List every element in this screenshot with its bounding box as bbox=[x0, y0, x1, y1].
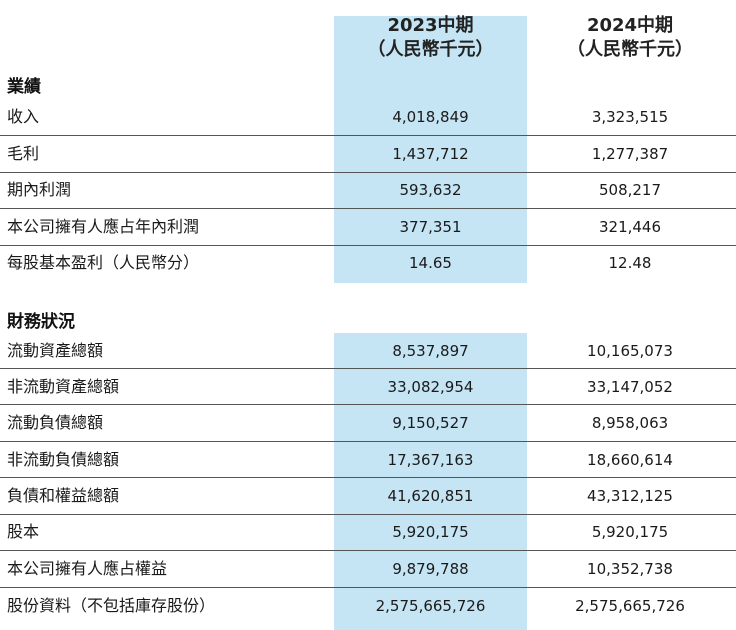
value-2023: 9,150,527 bbox=[392, 414, 469, 432]
value-2024: 8,958,063 bbox=[591, 414, 669, 432]
column-header-2024-period: 2024中期 bbox=[586, 15, 674, 36]
row-label: 流動負債總額 bbox=[7, 413, 104, 432]
row-divider bbox=[0, 477, 736, 478]
column-header-2024-unit: （人民幣千元） bbox=[567, 39, 693, 60]
value-2023: 593,632 bbox=[399, 181, 462, 199]
section-title-financial-position: 財務狀況 bbox=[7, 312, 75, 332]
value-2024: 12.48 bbox=[608, 254, 652, 272]
column-header-2023-period: 2023中期 bbox=[387, 15, 474, 36]
table-row: 收入 4,018,849 3,323,515 bbox=[0, 99, 736, 135]
row-label: 每股基本盈利（人民幣分） bbox=[7, 253, 200, 272]
value-2024: 18,660,614 bbox=[587, 451, 673, 469]
value-2024: 33,147,052 bbox=[587, 378, 673, 396]
value-2023: 8,537,897 bbox=[392, 342, 469, 360]
highlight-column-2023-performance bbox=[334, 16, 527, 283]
table-row: 本公司擁有人應占權益 9,879,788 10,352,738 bbox=[0, 551, 736, 587]
row-label: 負債和權益總額 bbox=[7, 486, 120, 505]
column-header-2023-unit: （人民幣千元） bbox=[367, 39, 494, 60]
value-2023: 14.65 bbox=[409, 254, 452, 272]
table-row: 期內利潤 593,632 508,217 bbox=[0, 172, 736, 208]
table-row: 股份資料（不包括庫存股份） 2,575,665,726 2,575,665,72… bbox=[0, 588, 736, 624]
value-2024: 5,920,175 bbox=[591, 523, 669, 541]
highlight-column-2023-financial bbox=[334, 333, 527, 630]
table-row: 流動負債總額 9,150,527 8,958,063 bbox=[0, 405, 736, 441]
value-2023: 4,018,849 bbox=[392, 108, 469, 126]
value-2024: 321,446 bbox=[598, 218, 662, 236]
table-row: 非流動資產總額 33,082,954 33,147,052 bbox=[0, 369, 736, 405]
table-row: 毛利 1,437,712 1,277,387 bbox=[0, 136, 736, 172]
row-label: 毛利 bbox=[7, 144, 40, 163]
column-header-2024: 2024中期 （人民幣千元） bbox=[540, 14, 720, 62]
value-2024: 43,312,125 bbox=[587, 487, 673, 505]
value-2023: 9,879,788 bbox=[392, 560, 469, 578]
table-row: 非流動負債總額 17,367,163 18,660,614 bbox=[0, 442, 736, 478]
value-2024: 508,217 bbox=[598, 181, 662, 199]
value-2024: 2,575,665,726 bbox=[575, 597, 685, 615]
table-row: 本公司擁有人應占年內利潤 377,351 321,446 bbox=[0, 209, 736, 245]
row-divider bbox=[0, 404, 736, 405]
table-row: 流動資產總額 8,537,897 10,165,073 bbox=[0, 333, 736, 369]
value-2023: 17,367,163 bbox=[387, 451, 474, 469]
row-divider bbox=[0, 172, 736, 173]
value-2023: 2,575,665,726 bbox=[375, 597, 486, 615]
row-divider bbox=[0, 587, 736, 588]
row-divider bbox=[0, 135, 736, 136]
value-2024: 10,352,738 bbox=[587, 560, 673, 578]
value-2023: 1,437,712 bbox=[392, 145, 469, 163]
value-2023: 41,620,851 bbox=[387, 487, 474, 505]
row-divider bbox=[0, 368, 736, 369]
row-label: 收入 bbox=[7, 107, 40, 126]
row-label: 股本 bbox=[7, 522, 40, 541]
table-row: 每股基本盈利（人民幣分） 14.65 12.48 bbox=[0, 245, 736, 281]
value-2024: 10,165,073 bbox=[587, 342, 673, 360]
row-divider bbox=[0, 550, 736, 551]
value-2023: 377,351 bbox=[399, 218, 462, 236]
row-label: 本公司擁有人應占權益 bbox=[7, 559, 168, 578]
row-label: 非流動負債總額 bbox=[7, 450, 120, 469]
value-2023: 5,920,175 bbox=[392, 523, 469, 541]
table-row: 負債和權益總額 41,620,851 43,312,125 bbox=[0, 478, 736, 514]
value-2023: 33,082,954 bbox=[387, 378, 474, 396]
row-label: 流動資產總額 bbox=[7, 341, 104, 360]
section-title-performance: 業績 bbox=[7, 77, 41, 97]
row-divider bbox=[0, 514, 736, 515]
table-row: 股本 5,920,175 5,920,175 bbox=[0, 514, 736, 550]
row-divider bbox=[0, 245, 736, 246]
row-label: 非流動資產總額 bbox=[7, 377, 120, 396]
row-label: 本公司擁有人應占年內利潤 bbox=[7, 217, 200, 236]
value-2024: 1,277,387 bbox=[591, 145, 669, 163]
row-label: 期內利潤 bbox=[7, 180, 72, 199]
value-2024: 3,323,515 bbox=[591, 108, 669, 126]
row-label: 股份資料（不包括庫存股份） bbox=[7, 596, 216, 615]
row-divider bbox=[0, 208, 736, 209]
column-header-2023: 2023中期 （人民幣千元） bbox=[334, 14, 527, 62]
row-divider bbox=[0, 441, 736, 442]
